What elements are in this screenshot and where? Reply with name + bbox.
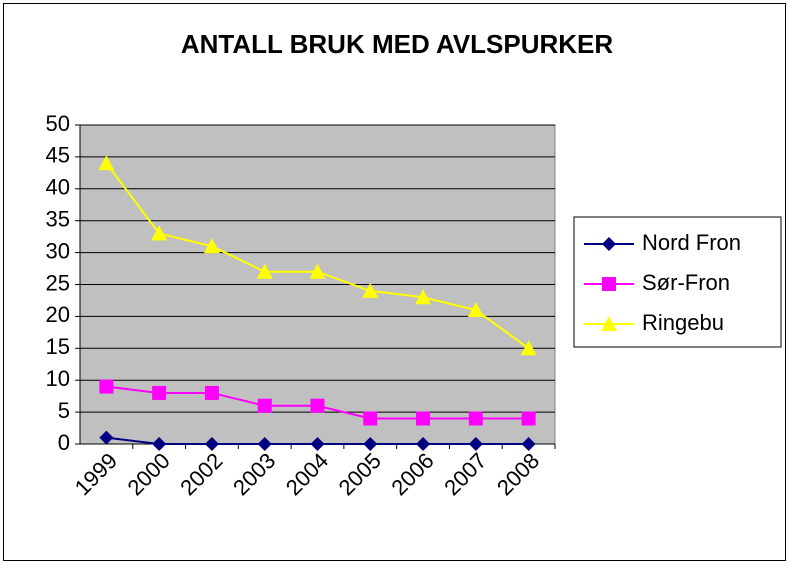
y-tick-label: 45 (46, 143, 70, 168)
marker (99, 379, 114, 394)
marker (468, 411, 483, 426)
y-tick-label: 50 (46, 111, 70, 136)
marker (415, 289, 432, 305)
marker (521, 437, 536, 451)
marker (362, 282, 379, 298)
y-tick-label: 25 (46, 270, 70, 295)
y-tick-label: 20 (46, 302, 70, 327)
marker (98, 155, 115, 171)
legend-marker (602, 237, 616, 251)
marker (363, 411, 378, 426)
y-tick-label: 5 (58, 398, 70, 423)
marker (257, 437, 272, 451)
legend-label: Sør-Fron (642, 270, 730, 295)
marker (363, 437, 378, 451)
marker (309, 263, 326, 279)
legend-marker (601, 316, 617, 331)
marker (310, 437, 325, 451)
y-tick-label: 35 (46, 207, 70, 232)
marker (468, 437, 483, 451)
y-tick-label: 0 (58, 430, 70, 455)
marker (152, 437, 167, 451)
y-tick-label: 40 (46, 175, 70, 200)
marker (521, 411, 536, 426)
marker (152, 385, 167, 400)
marker (416, 437, 431, 451)
chart-title: ANTALL BRUK MED AVLSPURKER (181, 29, 614, 59)
y-tick-label: 15 (46, 334, 70, 359)
marker (257, 398, 272, 413)
legend-label: Ringebu (642, 310, 724, 335)
marker (520, 340, 537, 356)
marker (416, 411, 431, 426)
marker (467, 302, 484, 318)
marker (310, 398, 325, 413)
legend-marker (602, 277, 616, 291)
marker (256, 263, 273, 279)
y-tick-label: 30 (46, 238, 70, 263)
marker (99, 430, 114, 445)
marker (203, 238, 220, 254)
legend-label: Nord Fron (642, 230, 741, 255)
marker (204, 437, 219, 451)
marker (204, 385, 219, 400)
y-tick-label: 10 (46, 366, 70, 391)
marker (151, 225, 168, 241)
